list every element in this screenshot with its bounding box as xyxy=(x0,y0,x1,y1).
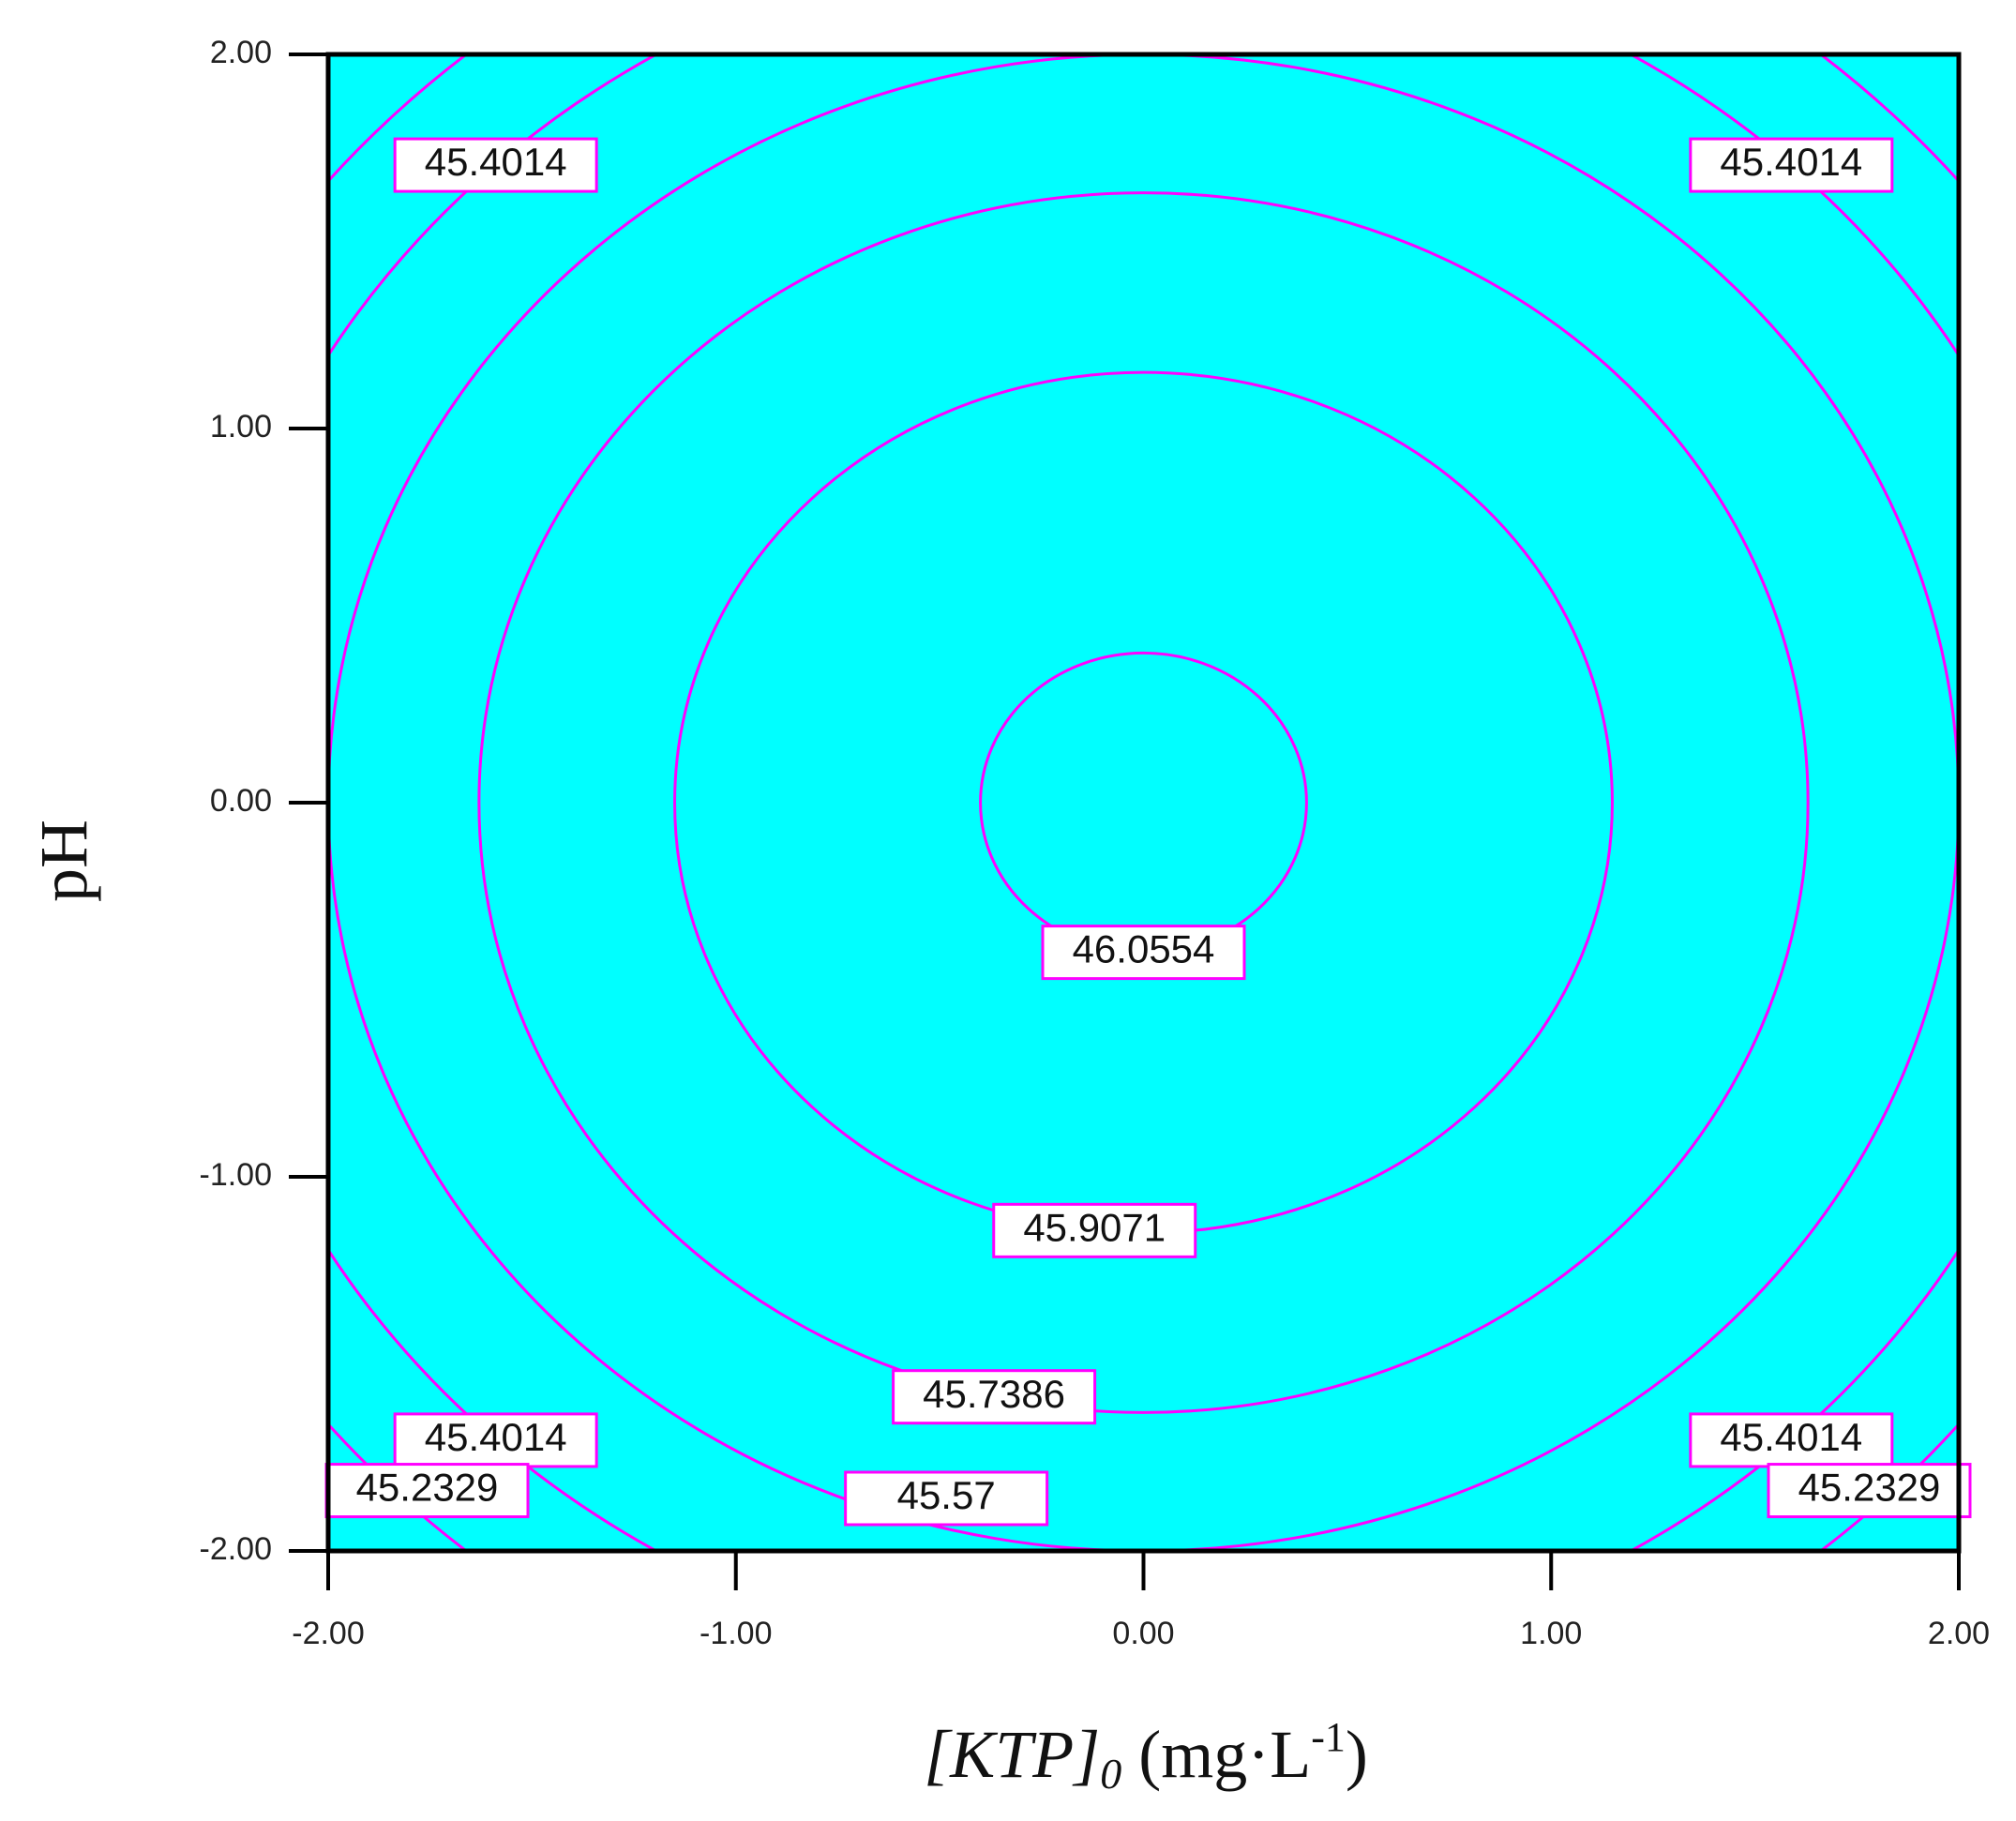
contour-line xyxy=(477,191,1810,1414)
background xyxy=(328,54,1959,1551)
contour-label: 46.0554 xyxy=(1073,927,1215,971)
x-tick-label: -2.00 xyxy=(292,1616,365,1651)
y-tick-label: 2.00 xyxy=(210,35,272,70)
contour-label: 45.4014 xyxy=(425,140,567,184)
contour-label-box xyxy=(992,1202,1197,1258)
contour-label: 45.57 xyxy=(897,1473,996,1517)
y-tick-label: -1.00 xyxy=(200,1157,273,1193)
contour-label-box xyxy=(1689,1412,1894,1468)
contour-labels: 46.0554 45.9071 45.7386 45.57 45.4014 45.4014… xyxy=(324,137,1972,1527)
contour-label-box xyxy=(1041,925,1246,981)
contour-label-box xyxy=(1767,1463,1972,1519)
contour-label: 45.2329 xyxy=(356,1466,499,1510)
contour-label-box xyxy=(1689,137,1894,193)
contour-label-box xyxy=(393,1412,598,1468)
contour-label: 45.4014 xyxy=(425,1415,567,1459)
y-tick-label: -2.00 xyxy=(200,1531,273,1567)
contour-label: 45.4014 xyxy=(1720,1415,1862,1459)
x-tick-label: 1.00 xyxy=(1520,1616,1582,1651)
x-tick-label: 2.00 xyxy=(1928,1616,1990,1651)
plot-area xyxy=(328,54,1959,1551)
y-tick-label: 1.00 xyxy=(210,409,272,444)
contour-label: 45.9071 xyxy=(1023,1205,1166,1249)
y-tick-label: 0.00 xyxy=(210,783,272,819)
x-tick-label: -1.00 xyxy=(700,1616,773,1651)
contour-label-box xyxy=(393,137,598,193)
contour-label-box xyxy=(844,1470,1049,1527)
contour-label: 45.7386 xyxy=(923,1372,1065,1416)
x-axis-label: [KTP]0 (mg·L-1) xyxy=(924,1714,1368,1798)
x-tick-label: 0.00 xyxy=(1112,1616,1174,1651)
contour-label-box xyxy=(892,1369,1097,1425)
y-axis-label: pH xyxy=(26,820,101,902)
contour-label: 45.2329 xyxy=(1798,1466,1941,1510)
contour-label: 45.4014 xyxy=(1720,140,1862,184)
